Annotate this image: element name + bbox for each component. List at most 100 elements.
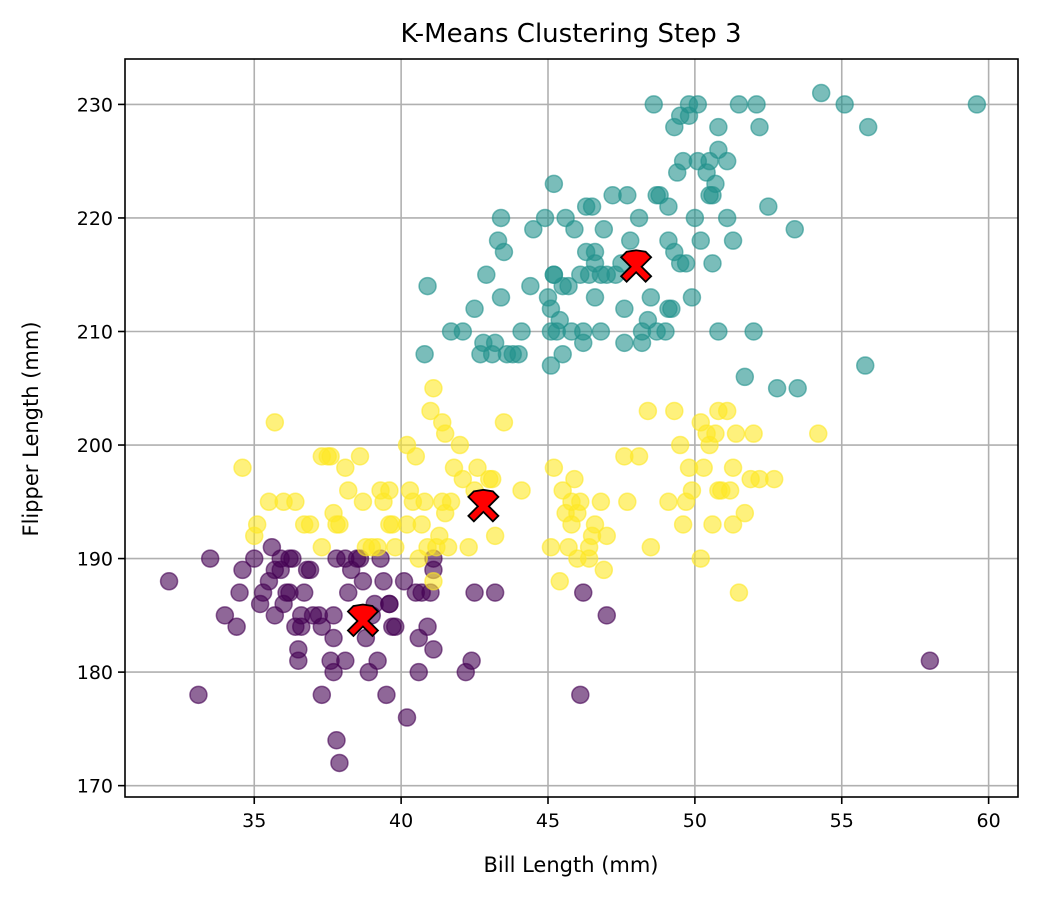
cluster-2-point	[856, 356, 875, 375]
cluster-3-point	[665, 401, 684, 421]
cluster-1-point	[418, 617, 437, 636]
cluster-2-point	[621, 231, 640, 250]
cluster-3-point	[368, 537, 387, 557]
cluster-2-point	[418, 276, 437, 296]
cluster-2-point	[788, 379, 807, 398]
cluster-3-point	[353, 492, 373, 512]
cluster-3-point	[659, 492, 678, 512]
grid-lines	[125, 59, 1018, 797]
y-axis-label: Flipper Length (mm)	[19, 321, 43, 536]
cluster-2-point	[703, 254, 722, 273]
cluster-1-point	[374, 572, 393, 591]
cluster-3-point	[350, 447, 370, 466]
cluster-2-point	[594, 220, 614, 239]
data-points	[159, 83, 987, 773]
cluster-2-point	[512, 322, 531, 341]
cluster-3-point	[726, 424, 746, 443]
cluster-2-point	[494, 242, 514, 262]
cluster-3-point	[450, 435, 470, 455]
cluster-3-point	[809, 424, 828, 443]
cluster-2-point	[688, 95, 708, 114]
cluster-3-point	[412, 515, 431, 534]
cluster-1-point	[189, 685, 208, 705]
cluster-2-point	[591, 322, 611, 341]
cluster-1-point	[920, 651, 940, 671]
cluster-3-point	[494, 413, 514, 432]
x-tick-label: 35	[242, 810, 266, 832]
cluster-3-point	[330, 515, 349, 534]
cluster-2-point	[750, 117, 769, 137]
cluster-3-point	[720, 481, 740, 500]
cluster-3-point	[703, 515, 722, 534]
cluster-3-point	[406, 447, 426, 466]
cluster-2-point	[685, 208, 705, 228]
cluster-3-point	[638, 401, 658, 421]
cluster-1-point	[339, 583, 358, 602]
cluster-2-point	[967, 95, 987, 114]
cluster-2-point	[415, 344, 434, 364]
cluster-2-point	[759, 197, 778, 216]
cluster-3-point	[438, 537, 458, 557]
cluster-3-point	[544, 458, 564, 477]
cluster-2-point	[735, 367, 755, 387]
cluster-3-point	[336, 458, 355, 477]
cluster-3-point	[265, 413, 285, 432]
cluster-2-point	[709, 322, 728, 341]
x-axis-label: Bill Length (mm)	[484, 853, 659, 877]
cluster-3-point	[300, 515, 320, 534]
cluster-3-point	[485, 526, 505, 546]
cluster-2-point	[717, 208, 737, 228]
cluster-3-point	[424, 572, 443, 591]
cluster-1-point	[465, 583, 484, 602]
x-tick-label: 40	[389, 810, 413, 832]
cluster-3-point	[339, 481, 358, 500]
cluster-2-point	[615, 333, 634, 353]
cluster-3-point	[735, 503, 755, 523]
cluster-1-point	[159, 572, 179, 591]
cluster-3-point	[386, 537, 405, 557]
cluster-2-point	[706, 174, 725, 194]
cluster-2-point	[535, 208, 555, 228]
x-tick-label: 50	[683, 810, 707, 832]
cluster-3-point	[682, 481, 702, 500]
cluster-3-point	[618, 492, 637, 512]
x-tick-label: 60	[977, 810, 1001, 832]
cluster-3-point	[512, 481, 531, 500]
cluster-1-point	[289, 640, 308, 659]
cluster-1-point	[380, 594, 399, 614]
cluster-3-point	[706, 424, 725, 443]
cluster-1-point	[233, 560, 252, 580]
cluster-1-point	[324, 662, 343, 682]
cluster-3-point	[717, 401, 737, 421]
cluster-3-point	[729, 583, 749, 602]
y-tick-label: 200	[77, 435, 113, 457]
cluster-1-point	[200, 549, 220, 568]
cluster-3-point	[233, 458, 252, 477]
centroid-markers	[346, 249, 653, 638]
centroid-x-marker	[346, 603, 380, 638]
cluster-1-point	[386, 617, 405, 636]
cluster-2-point	[477, 265, 496, 284]
cluster-3-point	[424, 379, 443, 398]
cluster-1-point	[245, 549, 264, 568]
cluster-3-point	[441, 492, 461, 512]
cluster-1-point	[424, 640, 443, 659]
cluster-3-point	[744, 424, 763, 443]
x-axis-ticks: 35 40 45 50 55 60	[242, 797, 1001, 832]
cluster-2-point	[509, 344, 528, 364]
cluster-2-point	[744, 322, 763, 341]
cluster-3-point	[629, 447, 649, 466]
chart-title: K-Means Clustering Step 3	[400, 19, 741, 49]
cluster-1-point	[353, 572, 373, 591]
y-tick-label: 180	[77, 662, 113, 684]
y-tick-label: 190	[77, 549, 113, 571]
cluster-1-point	[327, 730, 346, 750]
cluster-1-point	[312, 617, 332, 636]
cluster-2-point	[491, 208, 511, 228]
cluster-2-point	[491, 288, 511, 307]
cluster-1-point	[485, 583, 505, 602]
cluster-3-point	[380, 481, 399, 500]
cluster-1-point	[377, 685, 396, 705]
cluster-3-point	[415, 492, 434, 512]
